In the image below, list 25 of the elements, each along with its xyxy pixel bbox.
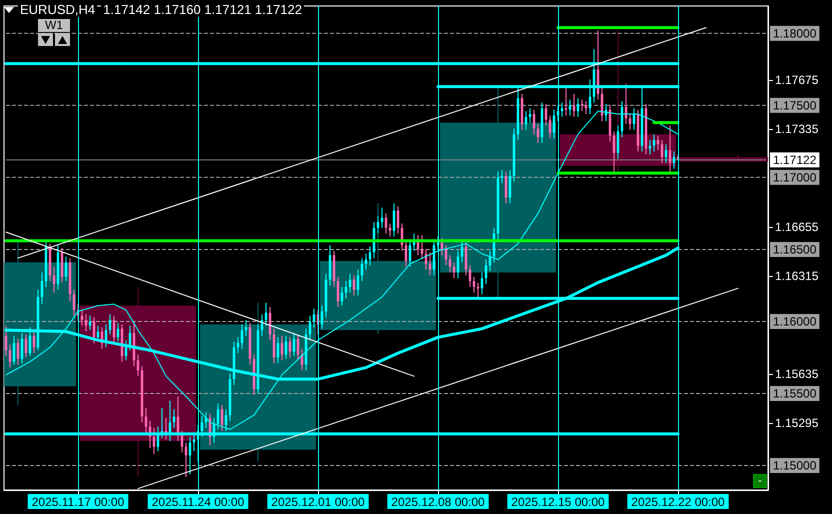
x-tick-label: 2025.11.17 00:00: [32, 495, 125, 509]
chart-title: EURUSD,H4: [18, 2, 98, 17]
timeframe-button: W1: [38, 19, 70, 46]
ref-line-label: 1.16000: [773, 314, 817, 328]
x-tick-label: 2025.12.01 00:00: [271, 495, 366, 509]
y-tick-label: 1.15295: [775, 416, 819, 430]
x-tick-label: 2025.12.08 00:00: [391, 495, 486, 509]
x-tick-label: 2025.12.15 00:00: [511, 495, 606, 509]
y-tick-label: 1.17335: [775, 122, 819, 136]
y-tick-label: 1.16315: [775, 269, 819, 284]
ref-line-label: 1.16500: [773, 242, 817, 256]
ref-line-label: 1.18000: [773, 26, 817, 40]
ref-line-label: 1.15000: [773, 458, 817, 473]
y-tick-label: 1.16655: [775, 220, 819, 234]
chart-subtitle: 1.17142 1.17160 1.17121 1.17122: [101, 2, 304, 17]
annotation: W1: [38, 18, 70, 32]
x-tick-label: 2025.11.24 00:00: [152, 495, 245, 509]
y-tick-label: 1.17675: [775, 73, 819, 88]
ref-line-label: 1.17122: [773, 152, 817, 167]
ref-line-label: 1.17000: [773, 170, 817, 184]
ref-line-label: 1.15500: [773, 386, 817, 400]
minus-button: -: [753, 474, 767, 488]
ref-line-label: 1.17500: [773, 98, 817, 112]
x-tick-label: 2025.12.22 00:00: [631, 495, 726, 509]
y-tick-label: 1.15635: [775, 367, 819, 382]
